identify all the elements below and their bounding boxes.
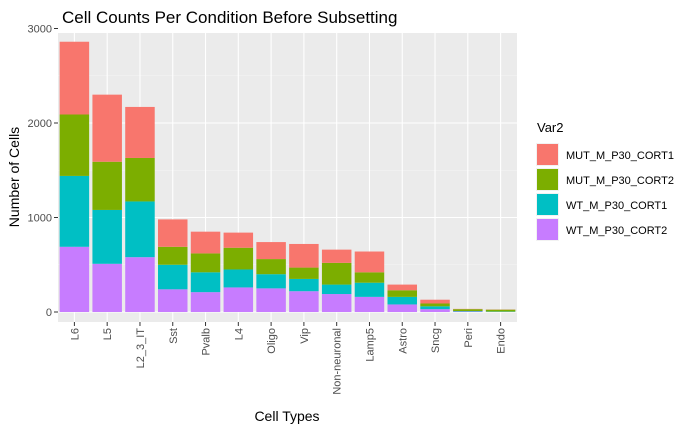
x-axis-ticks: L6 L5 L2_3_IT Sst Pvalb L4 Oligo Vip Non-neurona… bbox=[69, 322, 508, 395]
bar-segment bbox=[256, 242, 286, 260]
legend-key bbox=[537, 219, 558, 240]
y-tick-label: 2000 bbox=[28, 118, 52, 130]
bar-segment bbox=[321, 284, 352, 295]
bar-segment bbox=[289, 291, 319, 312]
bar-segment bbox=[420, 299, 450, 304]
x-tick-label: L2_3_IT bbox=[135, 328, 147, 369]
y-tick-label: 1000 bbox=[28, 213, 52, 225]
bar-segment bbox=[59, 175, 90, 247]
bar-segment bbox=[420, 303, 450, 307]
x-tick-label: L5 bbox=[102, 328, 114, 340]
bar-segment bbox=[354, 272, 385, 283]
bar-segment bbox=[157, 246, 188, 265]
bar-segment bbox=[223, 287, 254, 312]
bar-segment bbox=[223, 269, 254, 288]
x-tick-label: Lamp5 bbox=[364, 328, 376, 362]
x-tick-label: L6 bbox=[69, 328, 81, 340]
bar-segment bbox=[59, 114, 90, 176]
legend-label: MUT_M_P30_CORT1 bbox=[566, 150, 674, 162]
x-tick-label: Oligo bbox=[266, 328, 278, 354]
x-tick-label: Peri bbox=[463, 328, 475, 348]
bar-segment bbox=[92, 263, 122, 312]
legend-key bbox=[537, 169, 558, 190]
y-axis-ticks: 0 1000 2000 3000 bbox=[28, 24, 58, 319]
x-tick-label: Sncg bbox=[430, 328, 442, 353]
bar-segment bbox=[157, 264, 188, 290]
bar-segment bbox=[59, 246, 90, 312]
bar-segment bbox=[190, 253, 221, 273]
bar-segment bbox=[157, 289, 188, 312]
bar-segment bbox=[289, 278, 319, 292]
bar-segment bbox=[190, 292, 221, 312]
x-tick-label: L4 bbox=[233, 328, 245, 340]
chart-title: Cell Counts Per Condition Before Subsett… bbox=[62, 8, 397, 27]
x-tick-label: Endo bbox=[496, 328, 508, 354]
bar-segment bbox=[387, 284, 418, 291]
x-tick-label: Sst bbox=[168, 328, 180, 344]
bar-segment bbox=[125, 106, 155, 158]
bar-segment bbox=[92, 209, 122, 264]
bar-segment bbox=[354, 282, 385, 297]
x-tick-label: Pvalb bbox=[201, 328, 213, 356]
bar-segment bbox=[190, 231, 221, 254]
legend: Var2 MUT_M_P30_CORT1 MUT_M_P30_CORT2 WT_M_… bbox=[536, 120, 674, 241]
y-tick-label: 0 bbox=[46, 307, 52, 319]
legend-key bbox=[537, 194, 558, 215]
y-tick-label: 3000 bbox=[28, 24, 52, 36]
legend-title: Var2 bbox=[537, 120, 564, 135]
legend-label: WT_M_P30_CORT2 bbox=[566, 225, 667, 237]
bar-segment bbox=[125, 201, 155, 258]
bar-segment bbox=[420, 309, 450, 312]
bar-segment bbox=[354, 296, 385, 312]
bar-segment bbox=[485, 309, 516, 312]
bar-segment bbox=[289, 243, 319, 268]
legend-label: WT_M_P30_CORT1 bbox=[566, 200, 667, 212]
bar-segment bbox=[387, 296, 418, 305]
y-axis-title: Number of Cells bbox=[6, 127, 22, 227]
bar-segment bbox=[256, 274, 286, 289]
bar-segment bbox=[321, 249, 352, 263]
bar-segment bbox=[92, 94, 122, 162]
legend-label: MUT_M_P30_CORT2 bbox=[566, 175, 674, 187]
bar-segment bbox=[354, 251, 385, 273]
bar-segment bbox=[190, 272, 221, 293]
bar-segment bbox=[125, 157, 155, 202]
bar-segment bbox=[289, 267, 319, 279]
x-tick-label: Astro bbox=[397, 328, 409, 354]
bar-segment bbox=[157, 219, 188, 247]
bar-segment bbox=[387, 304, 418, 312]
x-tick-label: Non-neuronal bbox=[332, 328, 344, 395]
bar-segment bbox=[420, 306, 450, 310]
legend-key bbox=[537, 144, 558, 165]
bar-segment bbox=[256, 288, 286, 312]
bar-segment bbox=[223, 232, 254, 248]
bar-segment bbox=[321, 294, 352, 312]
bars bbox=[59, 41, 516, 312]
bar-segment bbox=[256, 259, 286, 275]
bar-segment bbox=[223, 247, 254, 270]
bar-segment bbox=[387, 290, 418, 297]
x-tick-label: Vip bbox=[299, 328, 311, 344]
bar-segment bbox=[92, 161, 122, 210]
bar-segment bbox=[59, 41, 90, 115]
x-axis-title: Cell Types bbox=[254, 408, 319, 424]
bar-segment bbox=[321, 262, 352, 285]
bar-segment bbox=[453, 309, 483, 312]
bar-segment bbox=[125, 257, 155, 312]
